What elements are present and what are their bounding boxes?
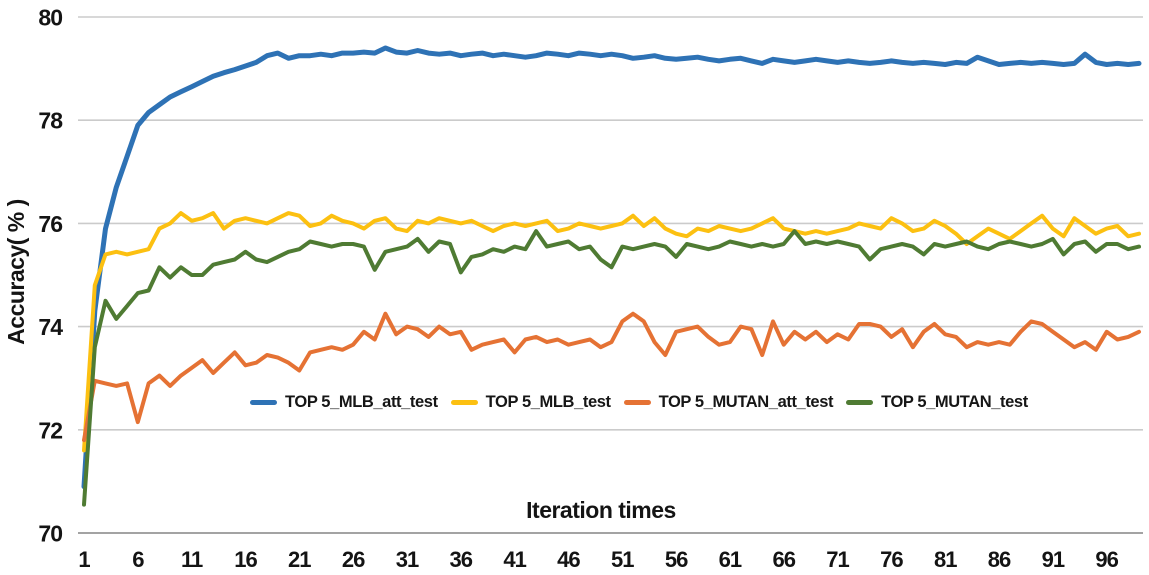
legend-item-mutan-att-test: TOP 5_MUTAN_att_test xyxy=(623,393,834,412)
x-tick-label: 36 xyxy=(450,547,473,572)
x-tick-label: 16 xyxy=(234,547,257,572)
x-tick-label: 96 xyxy=(1095,547,1118,572)
x-tick-label: 41 xyxy=(503,547,526,572)
legend-swatch-orange-line-icon xyxy=(623,400,651,405)
legend-swatch-yellow-line-icon xyxy=(450,400,478,405)
x-tick-label: 81 xyxy=(934,547,957,572)
series-line-TOP-5_MLB_att_test xyxy=(81,45,1142,490)
y-tick-label: 74 xyxy=(38,314,63,340)
legend-label: TOP 5_MLB_att_test xyxy=(285,393,438,411)
x-tick-label: 1 xyxy=(78,547,90,572)
y-axis-title: Accuracy( % ) xyxy=(3,199,29,345)
legend-label: TOP 5_MLB_test xyxy=(485,393,611,411)
series-line-TOP-5_MUTAN_att_test xyxy=(82,311,1141,443)
y-tick-label: 70 xyxy=(38,521,62,547)
legend: TOP 5_MLB_att_test TOP 5_MLB_test TOP 5_… xyxy=(250,393,1028,412)
y-tick-label: 76 xyxy=(38,211,62,237)
y-tick-label: 78 xyxy=(38,108,63,134)
x-tick-label: 51 xyxy=(611,547,634,572)
x-tick-label: 66 xyxy=(772,547,795,572)
x-tick-label: 56 xyxy=(665,547,688,572)
x-tick-label: 31 xyxy=(396,547,419,572)
legend-swatch-blue-line-icon xyxy=(250,400,277,405)
legend-item-mlb-test: TOP 5_MLB_test xyxy=(450,393,611,412)
x-tick-label: 46 xyxy=(557,547,580,572)
y-tick-label: 80 xyxy=(38,5,62,31)
x-tick-label: 86 xyxy=(988,547,1011,572)
x-tick-label: 91 xyxy=(1042,547,1065,572)
legend-label: TOP 5_MUTAN_test xyxy=(881,393,1028,411)
x-tick-label: 26 xyxy=(342,547,365,572)
legend-item-mutan-test: TOP 5_MUTAN_test xyxy=(846,393,1028,412)
legend-swatch-green-line-icon xyxy=(846,400,874,405)
x-tick-label: 61 xyxy=(719,547,742,572)
legend-item-mlb-att-test: TOP 5_MLB_att_test xyxy=(250,393,438,412)
x-tick-label: 71 xyxy=(826,547,849,572)
y-tick-label: 72 xyxy=(38,417,62,443)
legend-label: TOP 5_MUTAN_att_test xyxy=(658,393,834,411)
x-tick-label: 6 xyxy=(132,547,144,572)
x-axis-title: Iteration times xyxy=(526,497,676,523)
series-line-TOP-5_MUTAN_test xyxy=(82,229,1141,507)
x-tick-label: 76 xyxy=(880,547,903,572)
x-tick-label: 11 xyxy=(181,547,203,572)
x-tick-label: 21 xyxy=(288,547,311,572)
